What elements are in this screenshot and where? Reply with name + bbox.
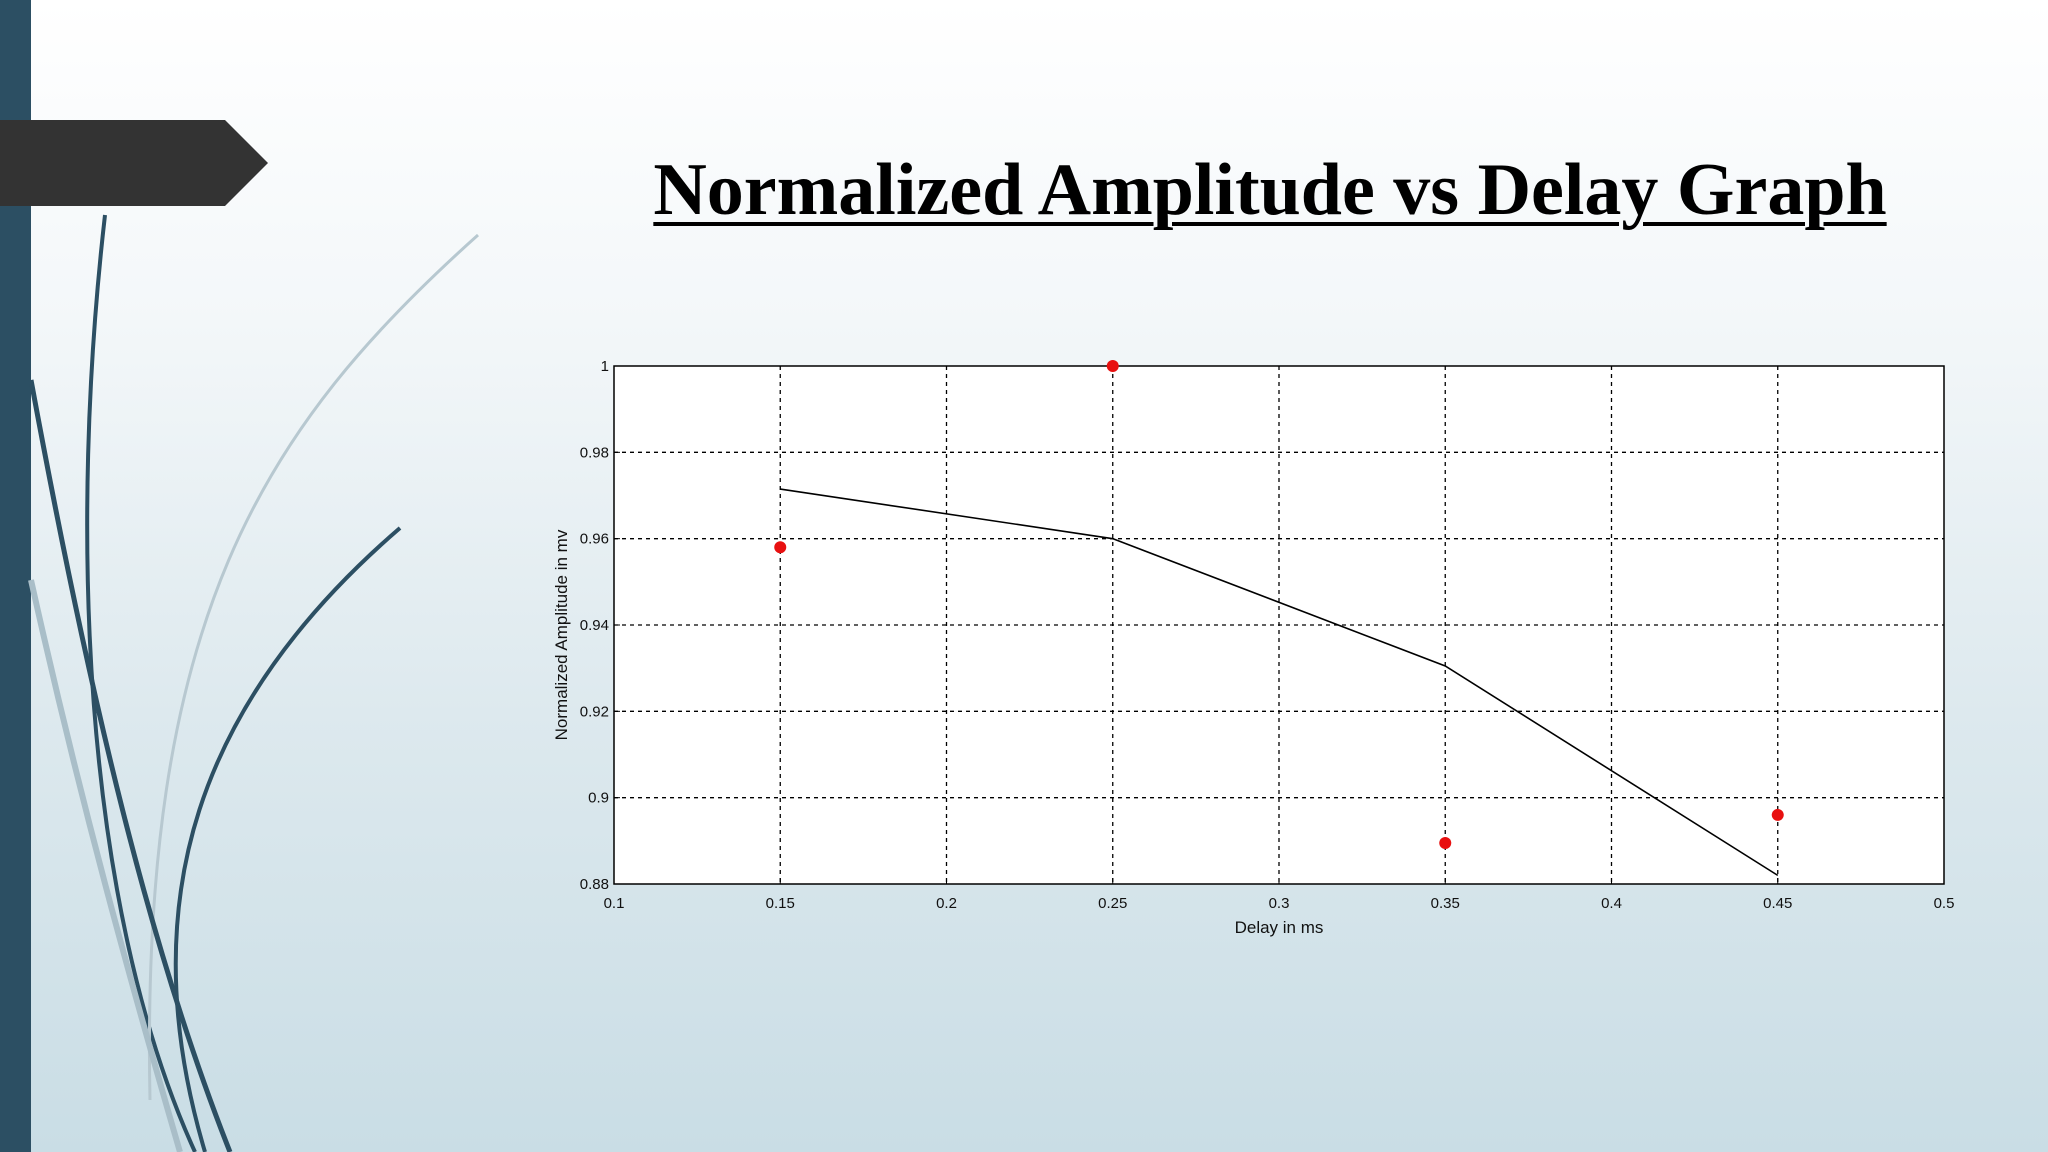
data-point (1439, 836, 1452, 849)
x-tick-label: 0.1 (604, 895, 625, 912)
y-tick-label: 0.9 (588, 790, 609, 807)
series-line (780, 488, 1779, 877)
y-tick-label: 0.92 (580, 703, 609, 720)
x-tick-label: 0.45 (1763, 895, 1792, 912)
decor-curve (28, 579, 183, 1152)
y-tick-label: 0.96 (580, 531, 609, 548)
x-tick-label: 0.5 (1934, 895, 1955, 912)
x-tick-label: 0.4 (1601, 895, 1622, 912)
x-tick-label: 0.15 (766, 895, 795, 912)
data-point (1106, 360, 1119, 372)
title-tab-arrow (0, 120, 268, 206)
x-tick-label: 0.3 (1269, 895, 1290, 912)
decor-curve (147, 233, 480, 1101)
y-tick-label: 0.98 (580, 444, 609, 461)
data-point (1771, 808, 1784, 821)
y-axis-label: Normalized Amplitude in mv (552, 529, 571, 740)
x-tick-label: 0.35 (1431, 895, 1460, 912)
x-tick-label: 0.2 (936, 895, 957, 912)
decor-curve (85, 214, 197, 1152)
y-tick-label: 0.88 (580, 876, 609, 893)
x-tick-label: 0.25 (1098, 895, 1127, 912)
y-tick-label: 1 (601, 358, 609, 375)
page-title: Normalized Amplitude vs Delay Graph (653, 149, 1887, 231)
decorative-curves (28, 214, 480, 1152)
decor-curve (28, 379, 233, 1152)
x-axis-label: Delay in ms (1235, 918, 1324, 937)
decor-curve (173, 526, 402, 1152)
y-tick-label: 0.94 (580, 617, 609, 634)
data-point (774, 541, 787, 554)
